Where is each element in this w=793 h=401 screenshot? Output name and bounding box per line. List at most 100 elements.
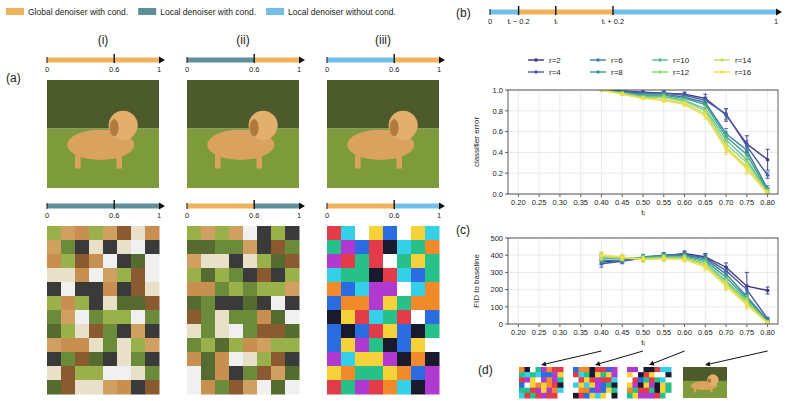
image-noise bbox=[595, 388, 601, 394]
error-cap bbox=[766, 190, 770, 191]
series-line bbox=[601, 90, 767, 194]
error-cap bbox=[599, 260, 603, 261]
image-noise bbox=[383, 324, 398, 339]
error-cap bbox=[703, 256, 707, 257]
image-noise bbox=[117, 366, 132, 381]
image-noise bbox=[649, 393, 655, 399]
image-noise bbox=[117, 268, 132, 283]
image-noise bbox=[117, 226, 132, 241]
image-noise bbox=[519, 377, 525, 383]
image-noise bbox=[327, 268, 342, 283]
image-noise bbox=[89, 226, 104, 241]
legend-label: r=4 bbox=[549, 68, 561, 77]
image-noise bbox=[89, 352, 104, 367]
image-dog bbox=[116, 151, 122, 168]
tick bbox=[663, 194, 664, 197]
grid-line bbox=[508, 152, 778, 153]
image-noise bbox=[61, 240, 76, 255]
error-cap bbox=[724, 138, 728, 139]
image-noise bbox=[547, 393, 553, 399]
image-noise bbox=[341, 296, 356, 311]
image-noise bbox=[187, 310, 202, 325]
timeline-label: 0 bbox=[325, 211, 329, 220]
image-noise bbox=[61, 310, 76, 325]
image-noise bbox=[606, 383, 612, 389]
marker bbox=[766, 187, 770, 191]
timeline-segment bbox=[47, 204, 159, 209]
image-noise bbox=[117, 380, 132, 395]
tick-label: 0.70 bbox=[719, 198, 734, 207]
grid-line bbox=[518, 90, 519, 194]
grid-line bbox=[663, 90, 664, 194]
image-noise bbox=[75, 240, 90, 255]
tick bbox=[518, 194, 519, 197]
arrow bbox=[599, 351, 643, 364]
image-noise bbox=[397, 268, 412, 283]
image-noise bbox=[89, 338, 104, 353]
marker bbox=[662, 253, 666, 257]
grid-line bbox=[518, 238, 519, 324]
timeline-tick bbox=[47, 57, 48, 63]
image-noise bbox=[341, 226, 356, 241]
tick-label: 0.75 bbox=[740, 198, 755, 207]
tick bbox=[505, 289, 508, 290]
error-cap bbox=[703, 262, 707, 263]
legend-label: r=10 bbox=[673, 56, 690, 65]
timeline-tick bbox=[113, 54, 114, 63]
image-noise bbox=[131, 324, 146, 339]
image-noise bbox=[627, 388, 633, 394]
timeline-label: tᵢ bbox=[554, 17, 557, 26]
error-cap bbox=[724, 262, 728, 263]
image-noise bbox=[285, 254, 300, 269]
error-cap bbox=[641, 255, 645, 256]
image-noise bbox=[355, 254, 370, 269]
image-dog bbox=[110, 119, 119, 136]
timeline-segment bbox=[394, 204, 439, 209]
image-noise bbox=[145, 352, 160, 367]
image-noise bbox=[61, 226, 76, 241]
error-cap bbox=[724, 108, 728, 109]
error-cap bbox=[724, 121, 728, 122]
error-cap bbox=[703, 270, 707, 271]
image-noise bbox=[117, 324, 132, 339]
legend-marker bbox=[534, 58, 538, 62]
error-cap bbox=[724, 280, 728, 281]
image-noise bbox=[425, 296, 440, 311]
timeline-label: 1 bbox=[437, 211, 441, 220]
image-noise bbox=[103, 338, 118, 353]
image-dog bbox=[256, 151, 262, 168]
image-noise bbox=[75, 366, 90, 381]
image-noise bbox=[243, 240, 258, 255]
marker bbox=[704, 114, 708, 118]
image-noise bbox=[425, 310, 440, 325]
tick bbox=[505, 306, 508, 307]
tick bbox=[505, 131, 508, 132]
image-noise bbox=[552, 377, 558, 383]
timeline-label: 0 bbox=[488, 17, 492, 26]
image-noise bbox=[397, 352, 412, 367]
image-noise bbox=[229, 366, 244, 381]
image-dog bbox=[710, 387, 712, 392]
marker bbox=[600, 253, 604, 257]
image-noise bbox=[201, 282, 216, 297]
image-noise bbox=[547, 388, 553, 394]
image-noise bbox=[536, 383, 542, 389]
error-cap bbox=[620, 262, 624, 263]
image-noise bbox=[341, 240, 356, 255]
timeline-segment bbox=[187, 204, 254, 209]
image-noise bbox=[558, 383, 564, 389]
image-dog bbox=[694, 387, 696, 392]
image-noise bbox=[633, 367, 639, 373]
image-noise bbox=[229, 226, 244, 241]
tick-label: 0.80 bbox=[760, 328, 775, 337]
timeline-label: 0.6 bbox=[109, 65, 119, 74]
image-noise bbox=[355, 296, 370, 311]
image-dog bbox=[215, 151, 221, 168]
error-cap bbox=[620, 261, 624, 262]
image-noise bbox=[201, 338, 216, 353]
image-noise bbox=[606, 377, 612, 383]
timeline-arrow bbox=[299, 203, 305, 210]
image-noise bbox=[397, 380, 412, 395]
marker bbox=[620, 92, 624, 96]
image-dog bbox=[109, 111, 138, 140]
